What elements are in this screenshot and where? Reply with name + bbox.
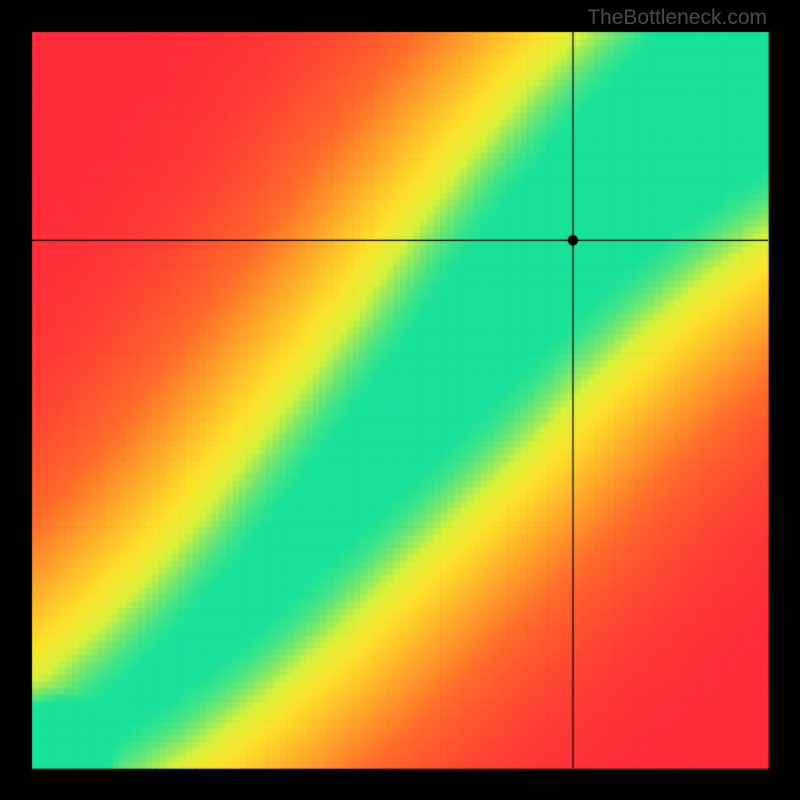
bottleneck-heatmap-canvas bbox=[0, 0, 800, 800]
watermark-text: TheBottleneck.com bbox=[587, 6, 767, 30]
chart-container: TheBottleneck.com bbox=[0, 0, 800, 800]
